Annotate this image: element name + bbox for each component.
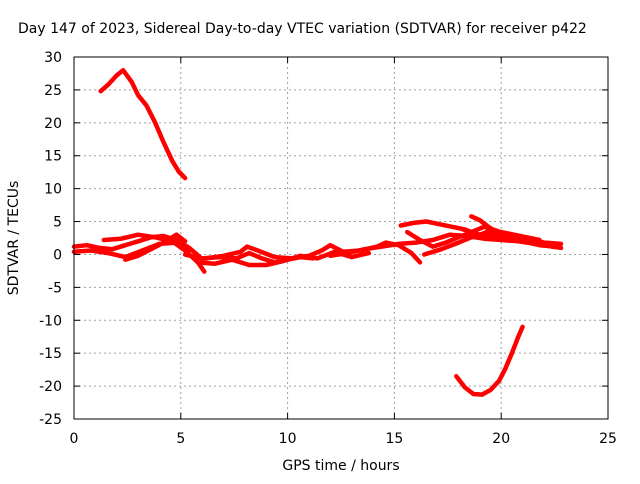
x-tick-label: 20 — [492, 431, 510, 447]
y-axis-label: SDTVAR / TECUs — [6, 181, 22, 296]
x-tick-label: 10 — [279, 431, 297, 447]
chart-title: Day 147 of 2023, Sidereal Day-to-day VTE… — [18, 21, 587, 37]
y-tick-label: -5 — [48, 280, 62, 296]
x-axis-label: GPS time / hours — [282, 458, 399, 474]
plot-frame — [73, 56, 609, 420]
series-line-late-low-arc — [454, 324, 525, 397]
grid — [74, 57, 608, 419]
y-tick-label: -10 — [39, 313, 62, 329]
x-tick-label: 0 — [70, 431, 79, 447]
y-tick-label: 5 — [53, 215, 62, 231]
x-tick-label: 25 — [599, 431, 617, 447]
series-line-band-c — [101, 232, 207, 274]
x-tick-label: 15 — [385, 431, 403, 447]
y-tick-label: 30 — [44, 50, 62, 66]
y-tick-label: -20 — [39, 379, 62, 395]
y-tick-label: -15 — [39, 346, 62, 362]
y-tick-label: 20 — [44, 116, 62, 132]
x-tick-label: 5 — [176, 431, 185, 447]
axis-ticks — [73, 56, 609, 420]
axis-tick-labels: 0 5 10 15 20 25 -25 -20 -15 -10 -5 0 5 10 15 20 25 30 — [39, 50, 617, 447]
y-tick-label: -25 — [39, 412, 62, 428]
series-line-early-high-arc — [98, 67, 188, 181]
y-tick-label: 0 — [53, 247, 62, 263]
series-line-band-d — [123, 232, 188, 262]
series-line-band-m — [469, 214, 559, 247]
series-layer — [71, 67, 564, 397]
y-tick-label: 15 — [44, 149, 62, 165]
y-tick-label: 10 — [44, 182, 62, 198]
y-tick-label: 25 — [44, 83, 62, 99]
